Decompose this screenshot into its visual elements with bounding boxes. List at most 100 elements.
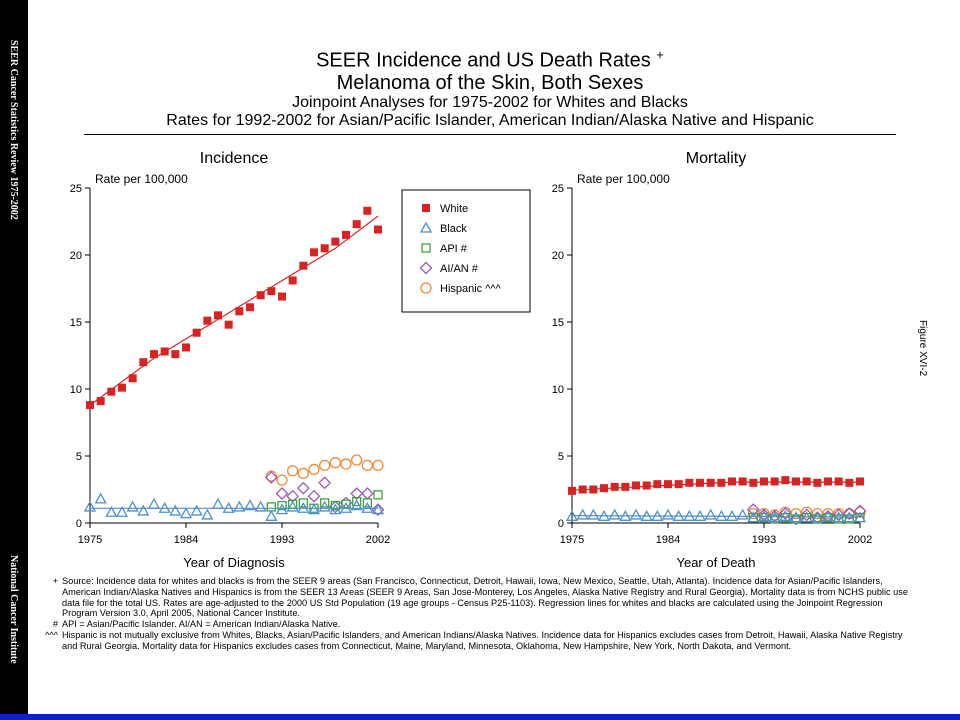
data-point-black (597, 509, 611, 521)
legend-label: Black (440, 223, 467, 235)
data-point-white (749, 478, 758, 487)
data-point-black (307, 503, 321, 515)
data-point-black (651, 509, 664, 521)
data-point-black (853, 511, 867, 523)
series-black (83, 492, 385, 521)
data-point-black (115, 505, 129, 517)
data-point-black (105, 505, 118, 517)
data-point-hispanic (747, 507, 759, 520)
data-point-white (107, 387, 116, 396)
y-axis-label: Rate per 100,000 (577, 172, 670, 186)
x-tick-label: 1975 (78, 534, 102, 546)
data-point-white (352, 220, 361, 229)
data-point-hispanic (811, 507, 823, 520)
data-point-black (243, 499, 257, 511)
x-tick-label: 2002 (848, 534, 872, 546)
data-point-black (94, 492, 107, 504)
data-point-white (246, 303, 254, 312)
legend-marker-hispanic (420, 282, 432, 294)
data-point-hispanic (372, 459, 384, 472)
data-point-white (600, 484, 608, 493)
y-tick-label: 15 (70, 317, 82, 329)
data-point-white (224, 320, 233, 329)
data-point-ai-an (296, 481, 310, 495)
data-point-white (568, 486, 576, 495)
y-tick-label: 5 (76, 451, 82, 463)
data-point-white (802, 477, 811, 486)
series-white (568, 476, 864, 495)
data-point-black (661, 508, 675, 520)
y-tick-label: 15 (552, 317, 564, 329)
data-point-white (182, 343, 190, 352)
series-white (86, 206, 382, 410)
x-tick-label: 1993 (270, 534, 294, 546)
x-tick-label: 1975 (560, 534, 584, 546)
data-point-white (610, 482, 619, 491)
data-point-white (171, 350, 180, 359)
data-point-black (821, 509, 835, 521)
data-point-api (277, 500, 287, 511)
data-point-black (725, 509, 739, 521)
data-point-black (789, 511, 803, 523)
data-point-white (256, 291, 265, 300)
data-point-black (608, 508, 621, 520)
data-point-api (320, 498, 330, 508)
data-point-black (619, 509, 632, 521)
data-point-white (278, 292, 286, 301)
data-point-white (813, 478, 822, 487)
data-point-white (632, 481, 640, 490)
data-point-white (781, 476, 790, 485)
data-point-white (203, 316, 212, 325)
legend-marker-white (422, 204, 430, 212)
title-divider (84, 134, 896, 135)
data-point-black (704, 508, 717, 520)
sidebar: SEER Cancer Statistics Review 1975-2002 … (0, 0, 28, 720)
data-point-black (158, 501, 171, 513)
data-point-black (329, 503, 342, 515)
data-point-api (266, 502, 276, 512)
data-point-white (589, 485, 598, 494)
data-point-ai-an (350, 487, 364, 500)
data-point-ai-an (832, 508, 846, 522)
x-tick-label: 1993 (752, 534, 776, 546)
data-point-black (747, 511, 760, 523)
data-point-ai-an (853, 504, 867, 518)
x-tick-label: 2002 (366, 534, 390, 546)
data-point-black (361, 501, 374, 513)
data-point-white (824, 477, 832, 486)
y-tick-label: 20 (552, 250, 564, 262)
footnote-hispanic: ^^^ Hispanic is not mutually exclusive f… (40, 630, 920, 652)
data-point-ai-an (842, 507, 856, 521)
data-point-white (845, 478, 854, 487)
data-point-black (587, 508, 600, 520)
x-tick-label: 1984 (174, 534, 198, 546)
legend-label: Hispanic ^^^ (440, 283, 502, 295)
y-tick-label: 20 (70, 250, 82, 262)
data-point-white (770, 477, 779, 486)
legend-marker-black (419, 221, 433, 233)
data-point-black (137, 504, 150, 516)
data-point-white (150, 350, 158, 359)
data-point-black (672, 509, 685, 521)
data-point-ai-an (778, 507, 792, 521)
data-point-hispanic (801, 506, 813, 518)
data-point-ai-an (746, 503, 760, 517)
data-point-hispanic (340, 458, 352, 470)
data-point-black (179, 507, 193, 519)
charts-canvas: Incidence 0 5 10 15 20 25 1975 1984 1993 2002 Rate … (70, 150, 872, 570)
data-point-white (139, 358, 148, 367)
footnotes: + Source: Incidence data for whites and … (40, 576, 920, 652)
data-point-api (352, 496, 362, 507)
data-point-black (201, 508, 214, 520)
data-point-white (717, 478, 726, 487)
data-point-white (792, 477, 800, 486)
data-point-black (715, 509, 728, 521)
data-point-white (160, 347, 169, 356)
series-black (565, 508, 867, 523)
data-point-hispanic (361, 459, 373, 472)
y-tick-label: 5 (558, 451, 564, 463)
chart-title: Mortality (686, 150, 746, 167)
chart-titles: SEER Incidence and US Death Rates + Mela… (80, 44, 900, 130)
data-point-white (374, 225, 382, 234)
footnote-mark: # (52, 619, 58, 630)
